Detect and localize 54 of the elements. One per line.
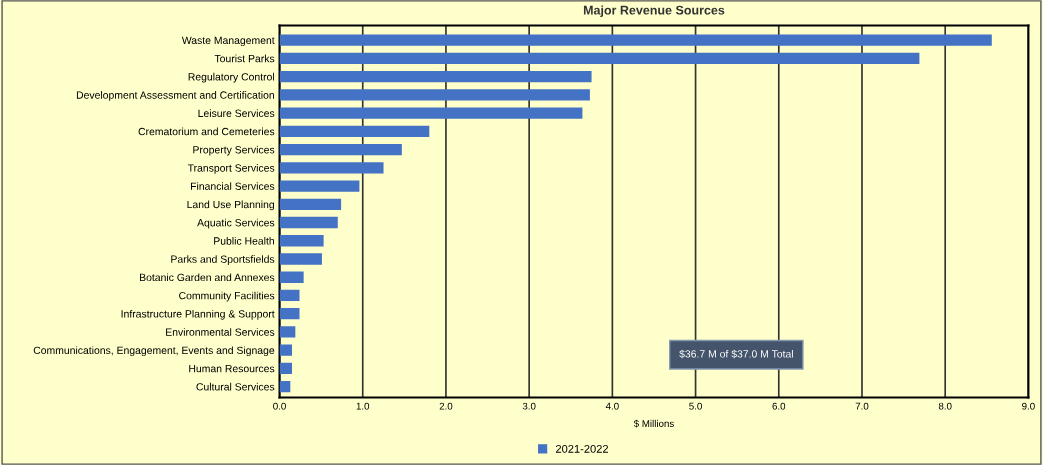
bar <box>279 216 338 229</box>
bar <box>279 70 592 83</box>
y-tick-label: Crematorium and Cemeteries <box>138 127 275 136</box>
bar <box>279 344 293 356</box>
bar <box>279 235 324 247</box>
x-tick-label: 0.0 <box>273 402 286 410</box>
y-tick-label: Land Use Planning <box>187 200 274 211</box>
y-tick-label: Infrastructure Planning & Support <box>121 309 275 320</box>
x-tick-label: 7.0 <box>855 402 869 410</box>
legend-label: 2021-2022 <box>555 444 608 453</box>
chart-title: Major Revenue Sources <box>583 5 725 18</box>
y-tick-label: Environmental Services <box>166 328 275 336</box>
bar <box>279 34 992 46</box>
bar <box>279 271 304 283</box>
x-axis-title: $ Millions <box>633 419 674 428</box>
y-tick-label: Public Health <box>214 236 274 245</box>
bar <box>279 125 430 137</box>
x-tick-label: 1.0 <box>356 402 370 410</box>
x-tick-label: 9.0 <box>1022 402 1035 410</box>
bar <box>279 308 300 320</box>
y-tick-label: Communications, Engagement, Events and Signage <box>33 346 275 357</box>
x-tick-label: 8.0 <box>938 402 952 410</box>
bar <box>279 89 590 101</box>
y-tick-label: Waste Management <box>181 36 275 47</box>
bar <box>279 362 293 375</box>
y-tick-label: Parks and Sportsfields <box>171 255 275 265</box>
x-tick-label: 3.0 <box>522 402 536 410</box>
y-tick-label: Botanic Garden and Annexes <box>140 273 275 282</box>
y-tick-label: Human Resources <box>189 365 275 373</box>
bar <box>279 107 583 119</box>
y-tick-label: Leisure Services <box>198 109 275 117</box>
y-tick-label: Cultural Services <box>196 382 275 391</box>
y-tick-label: Financial Services <box>191 182 275 190</box>
x-tick-label: 5.0 <box>689 402 702 410</box>
bar <box>279 143 402 156</box>
bar <box>279 52 920 65</box>
y-tick-label: Regulatory Control <box>188 72 274 83</box>
x-tick-label: 2.0 <box>439 402 453 410</box>
bar <box>279 198 342 210</box>
y-tick-label: Development Assessment and Certification <box>76 91 274 101</box>
bar <box>279 380 291 393</box>
y-tick-label: Property Services <box>193 145 275 156</box>
y-tick-label: Transport Services <box>187 164 275 174</box>
bar <box>279 162 384 174</box>
annotation: $36.7 M of $37.0 M Total <box>679 349 793 359</box>
x-tick-label: 4.0 <box>605 402 619 410</box>
bar <box>279 253 322 265</box>
x-tick-label: 6.0 <box>772 402 786 410</box>
y-tick-label: Tourist Parks <box>214 54 275 63</box>
bar <box>279 180 360 192</box>
y-tick-label: Community Facilities <box>179 291 275 302</box>
bar <box>279 289 300 302</box>
bar <box>279 326 296 338</box>
y-tick-label: Aquatic Services <box>197 218 275 229</box>
